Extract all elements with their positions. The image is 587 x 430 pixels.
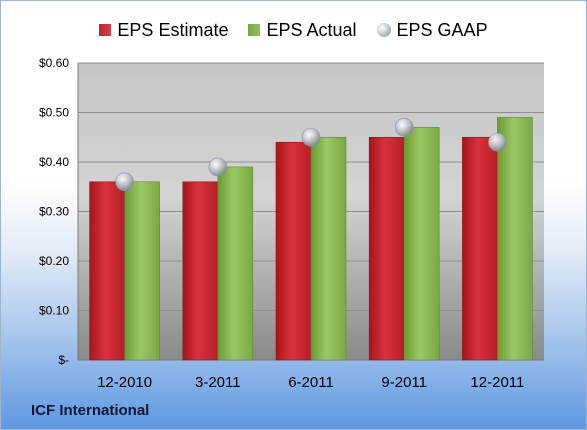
bar-eps-actual xyxy=(497,117,533,361)
legend-item-estimate: EPS Estimate xyxy=(99,20,228,41)
bar-eps-actual xyxy=(124,181,160,361)
bar-eps-estimate xyxy=(368,136,405,361)
bar-eps-actual xyxy=(403,127,440,361)
legend-label-actual: EPS Actual xyxy=(266,19,357,40)
y-tick-label: $0.20 xyxy=(39,254,69,268)
bar-eps-estimate xyxy=(89,181,125,361)
legend-swatch-gaap xyxy=(376,23,391,37)
y-tick-label: $0.10 xyxy=(39,304,69,318)
legend-swatch-estimate xyxy=(99,24,112,36)
legend-label-gaap: EPS GAAP xyxy=(396,19,488,40)
bar-eps-actual xyxy=(217,166,254,361)
marker-eps-gaap xyxy=(115,172,134,192)
legend-item-gaap: EPS GAAP xyxy=(376,19,488,41)
bar-eps-estimate xyxy=(182,181,219,361)
x-tick-label: 12-2010 xyxy=(97,374,152,391)
y-tick-label: $0.60 xyxy=(39,56,69,70)
marker-eps-gaap xyxy=(301,127,321,147)
marker-eps-gaap xyxy=(394,118,414,137)
x-tick-label: 6-2011 xyxy=(288,374,334,391)
y-tick-label: $0.40 xyxy=(39,155,69,169)
y-tick-label: $0.50 xyxy=(39,106,69,120)
marker-eps-gaap xyxy=(208,157,228,177)
x-tick-label: 3-2011 xyxy=(195,374,241,391)
legend: EPS Estimate EPS Actual EPS GAAP xyxy=(1,15,586,45)
y-tick-label: $- xyxy=(58,353,69,367)
y-tick-label: $0.30 xyxy=(39,205,69,219)
bar-eps-estimate xyxy=(462,136,498,361)
legend-swatch-actual xyxy=(248,24,261,36)
bar-eps-actual xyxy=(310,136,347,361)
legend-label-estimate: EPS Estimate xyxy=(117,19,229,40)
x-tick-label: 12-2011 xyxy=(470,374,524,391)
marker-eps-gaap xyxy=(488,132,507,152)
legend-item-actual: EPS Actual xyxy=(248,19,357,41)
x-tick-label: 9-2011 xyxy=(381,374,427,391)
bar-eps-estimate xyxy=(275,141,312,361)
company-name: ICF International xyxy=(31,402,150,419)
